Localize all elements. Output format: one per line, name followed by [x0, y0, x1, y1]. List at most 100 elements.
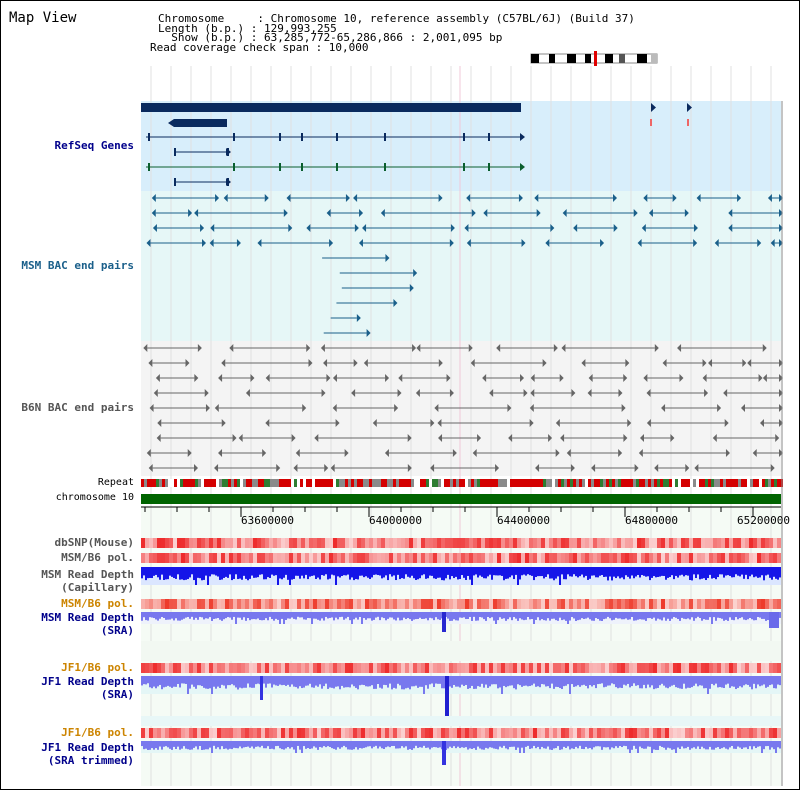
- msm-capillary-depth-bar: [715, 567, 717, 580]
- msm-bac-pair-end: [200, 224, 205, 232]
- jf1-trim-depth-bar: [373, 741, 375, 747]
- jf1-sra-depth-bar: [491, 676, 493, 685]
- jf1-trim-depth-bar: [629, 741, 631, 753]
- b6n-bac-pair-end: [679, 374, 684, 382]
- msm-pol2-cell: [717, 599, 721, 609]
- jf1-trim-depth-bar: [197, 741, 199, 750]
- msm-pol2-cell: [685, 599, 689, 609]
- jf1-pol2-cell: [537, 728, 541, 738]
- msm-pol2-cell: [289, 599, 293, 609]
- msm-pol-cell: [577, 553, 581, 563]
- msm-sra-depth-bar: [515, 612, 517, 619]
- msm-capillary-depth-bar: [365, 567, 367, 577]
- msm-sra-depth-bar: [295, 612, 297, 620]
- jf1-trim-depth-bar: [407, 741, 409, 750]
- track-label-b6n-bac[interactable]: B6N BAC end pairs: [21, 401, 134, 414]
- track-label-refseq-genes[interactable]: RefSeq Genes: [54, 139, 134, 152]
- jf1-trim-depth-bar: [751, 741, 753, 750]
- repeat-element: [276, 479, 279, 487]
- b6n-bac-pair-end: [702, 374, 707, 382]
- jf1-sra-depth-bar: [511, 676, 513, 686]
- repeat-element: [510, 479, 513, 487]
- msm-pol2-cell: [293, 599, 297, 609]
- dbsnp-cell: [405, 538, 409, 548]
- jf1-pol-cell: [713, 663, 717, 673]
- msm-pol2-cell: [737, 599, 741, 609]
- jf1-sra-depth-bar: [357, 676, 359, 690]
- jf1-trim-depth-bar: [165, 741, 167, 747]
- msm-capillary-depth-bar: [353, 567, 355, 581]
- jf1-pol2-cell: [381, 728, 385, 738]
- jf1-trim-depth-bar: [155, 741, 157, 749]
- msm-pol2-cell: [665, 599, 669, 609]
- msm-sra-depth-bar: [305, 612, 307, 620]
- jf1-pol-cell: [705, 663, 709, 673]
- msm-sra-depth-bar: [559, 612, 561, 618]
- b6n-bac-pair-end: [555, 419, 560, 427]
- jf1-sra-depth-bar: [293, 676, 295, 687]
- b6n-bac-pair-end: [529, 404, 534, 412]
- b6n-bac-pair-end: [302, 404, 307, 412]
- msm-sra-depth-bar: [601, 612, 603, 621]
- msm-pol-cell: [701, 553, 705, 563]
- jf1-trim-depth-bar: [735, 741, 737, 749]
- jf1-trim-depth-bar: [367, 741, 369, 747]
- msm-sra-depth-bar: [757, 612, 759, 618]
- b6n-bac-pair-end: [548, 434, 553, 442]
- b6n-bac-pair-end: [472, 449, 477, 457]
- jf1-pol-cell: [353, 663, 357, 673]
- jf1-pol-cell: [217, 663, 221, 673]
- jf1-pol-cell: [657, 663, 661, 673]
- jf1-pol-cell: [369, 663, 373, 673]
- msm-sra-depth-bar: [685, 612, 687, 620]
- jf1-trim-depth-bar: [609, 741, 611, 750]
- jf1-trim-depth-bar: [677, 741, 679, 748]
- jf1-sra-depth-bar: [651, 676, 653, 686]
- msm-pol-cell: [737, 553, 741, 563]
- jf1-trim-depth-bar: [587, 741, 589, 749]
- msm-sra-depth-bar: [325, 612, 327, 617]
- coverage-span-info: Read coverage check span : 10,000: [150, 41, 369, 54]
- jf1-sra-depth-bar: [683, 676, 685, 684]
- jf1-trim-depth-bar: [303, 741, 305, 747]
- msm-capillary-depth-bar: [189, 567, 191, 578]
- jf1-trim-depth-bar: [745, 741, 747, 748]
- ideogram-band: [637, 54, 647, 63]
- msm-capillary-depth-bar: [167, 567, 169, 580]
- msm-capillary-depth-bar: [497, 567, 499, 576]
- msm-pol2-cell: [601, 599, 605, 609]
- msm-capillary-depth-bar: [435, 567, 437, 579]
- jf1-pol2-cell: [173, 728, 177, 738]
- msm-sra-depth-bar: [561, 612, 563, 621]
- jf1-trim-depth-bar: [599, 741, 601, 747]
- msm-pol2-cell: [245, 599, 249, 609]
- jf1-pol-cell: [189, 663, 193, 673]
- msm-pol-cell: [229, 553, 233, 563]
- jf1-sra-depth-bar: [455, 676, 457, 687]
- msm-sra-depth-bar: [627, 612, 629, 620]
- b6n-bac-pair-end: [677, 344, 682, 352]
- track-label-msm-depth-cap: MSM Read Depth: [41, 568, 134, 581]
- jf1-sra-depth-bar: [183, 676, 185, 684]
- jf1-pol2-cell: [417, 728, 421, 738]
- msm-capillary-depth-bar: [527, 567, 529, 575]
- msm-capillary-depth-bar: [547, 567, 549, 575]
- jf1-trim-depth-bar: [615, 741, 617, 747]
- track-label-msm-bac[interactable]: MSM BAC end pairs: [21, 259, 134, 272]
- jf1-pol-cell: [453, 663, 457, 673]
- msm-bac-pair-end: [202, 239, 207, 247]
- msm-sra-depth-bar: [503, 612, 505, 619]
- repeat-element: [327, 479, 330, 487]
- msm-capillary-depth-bar: [765, 567, 767, 576]
- msm-sra-depth-bar: [251, 612, 253, 620]
- msm-capillary-depth-bar: [749, 567, 751, 577]
- msm-pol2-cell: [709, 599, 713, 609]
- jf1-sra-depth-bar: [299, 676, 301, 687]
- jf1-pol-cell: [689, 663, 693, 673]
- jf1-pol2-cell: [585, 728, 589, 738]
- dbsnp-cell: [273, 538, 277, 548]
- msm-capillary-depth-bar: [599, 567, 601, 576]
- jf1-pol2-cell: [341, 728, 345, 738]
- msm-capillary-depth-bar: [679, 567, 681, 576]
